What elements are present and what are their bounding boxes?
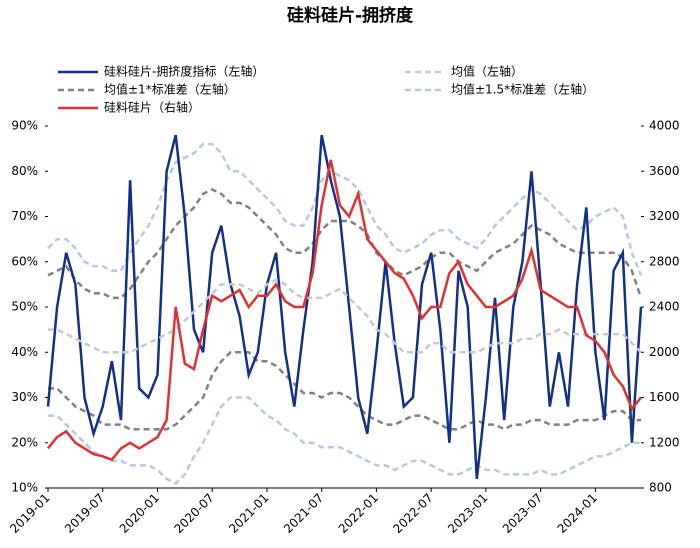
y2-tick-label: 2800 xyxy=(649,254,680,268)
y-tick-label: 90% xyxy=(11,119,38,133)
legend-label: 均值±1.5*标准差（左轴） xyxy=(451,82,594,97)
series-line xyxy=(46,134,643,480)
legend-label: 硅料硅片-拥挤度指标（左轴） xyxy=(104,64,264,79)
x-tick-label: 2022-01 xyxy=(336,491,381,536)
x-tick-label: 2021-07 xyxy=(281,491,326,536)
legend-label: 硅料硅片（右轴） xyxy=(104,100,200,115)
series-line xyxy=(47,159,642,462)
band-upper xyxy=(47,188,643,300)
y-tick-label: 80% xyxy=(11,164,38,178)
y2-tick-label: 800 xyxy=(649,481,672,495)
y-tick-label: 20% xyxy=(11,435,38,449)
y2-tick-label: 1600 xyxy=(649,390,680,404)
chart-title: 硅料硅片-拥挤度 xyxy=(287,5,414,26)
y-tick-label: 10% xyxy=(11,481,38,495)
y-tick-label: 30% xyxy=(11,390,38,404)
x-tick-label: 2023-07 xyxy=(500,491,545,536)
x-tick-label: 2019-07 xyxy=(62,491,107,536)
x-tick-label: 2020-07 xyxy=(171,491,216,536)
x-tick-label: 2020-01 xyxy=(117,491,162,536)
y2-tick-label: 4000 xyxy=(649,119,680,133)
y2-tick-label: 2000 xyxy=(649,345,680,359)
x-tick-label: 2023-01 xyxy=(445,491,490,536)
y-tick-label: 60% xyxy=(11,254,38,268)
x-tick-label: 2024-01 xyxy=(555,491,600,536)
series-line xyxy=(48,278,642,354)
y2-tick-label: 2400 xyxy=(649,300,680,314)
band-lower xyxy=(48,351,641,431)
y-tick-label: 40% xyxy=(11,345,38,359)
x-tick-label: 2019-01 xyxy=(7,491,52,536)
band-lower xyxy=(48,396,641,486)
y-tick-label: 70% xyxy=(11,209,38,223)
x-tick-label: 2022-07 xyxy=(390,491,435,536)
y2-tick-label: 1200 xyxy=(649,435,680,449)
y2-tick-label: 3600 xyxy=(649,164,680,178)
legend-label: 均值±1*标准差（左轴） xyxy=(104,82,236,97)
band-upper xyxy=(47,142,643,276)
y-tick-label: 50% xyxy=(11,300,38,314)
legend-label: 均值（左轴） xyxy=(451,64,523,79)
x-tick-label: 2021-01 xyxy=(226,491,271,536)
y2-tick-label: 3200 xyxy=(649,209,680,223)
